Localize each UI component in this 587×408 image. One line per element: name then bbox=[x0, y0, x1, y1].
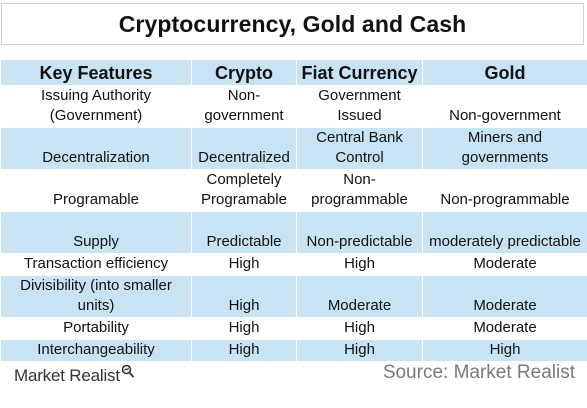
table-cell: High bbox=[296, 317, 423, 340]
table-cell: Moderate bbox=[296, 275, 423, 318]
table-cell: High bbox=[296, 339, 423, 362]
table-cell: Programable bbox=[0, 169, 192, 212]
table-cell: Completely Programable bbox=[191, 169, 297, 212]
table-cell: Interchangeability bbox=[0, 339, 192, 362]
table-row: Programable Completely Programable Non-p… bbox=[0, 169, 587, 212]
table-row: Supply Predictable Non-predictable moder… bbox=[0, 211, 587, 254]
table-row: Issuing Authority (Government) Non-gover… bbox=[0, 85, 587, 128]
table-cell: Non-programmable bbox=[422, 169, 587, 212]
source-label: Source: Market Realist bbox=[382, 362, 575, 383]
magnifier-icon bbox=[121, 363, 134, 383]
table-cell: Transaction efficiency bbox=[0, 253, 192, 276]
table-row: Divisibility (into smaller units) High M… bbox=[0, 275, 587, 318]
table-cell: High bbox=[191, 339, 297, 362]
column-header-gold: Gold bbox=[422, 59, 587, 86]
table-cell: Central Bank Control bbox=[296, 127, 423, 170]
market-realist-logo: Market Realist bbox=[14, 363, 134, 386]
table-cell: Non-programmable bbox=[296, 169, 423, 212]
table-row: Decentralization Decentralized Central B… bbox=[0, 127, 587, 170]
table-cell: Decentralization bbox=[0, 127, 192, 170]
table-cell: Moderate bbox=[422, 275, 587, 318]
table-cell: High bbox=[191, 317, 297, 340]
table-cell: moderately predictable bbox=[422, 211, 587, 254]
page-title: Cryptocurrency, Gold and Cash bbox=[1, 3, 584, 45]
column-header-crypto: Crypto bbox=[191, 59, 297, 86]
table-cell: Miners and governments bbox=[422, 127, 587, 170]
table-row: Interchangeability High High High bbox=[0, 339, 587, 362]
table-cell: Moderate bbox=[422, 317, 587, 340]
table-cell: Non-government bbox=[191, 85, 297, 128]
table-cell: High bbox=[296, 253, 423, 276]
table-cell: High bbox=[191, 275, 297, 318]
comparison-table: Key Features Crypto Fiat Currency Gold I… bbox=[0, 59, 587, 362]
table-cell: Government Issued bbox=[296, 85, 423, 128]
table-cell: Predictable bbox=[191, 211, 297, 254]
column-header-fiat-currency: Fiat Currency bbox=[296, 59, 423, 86]
table-row: Transaction efficiency High High Moderat… bbox=[0, 253, 587, 276]
table-header-row: Key Features Crypto Fiat Currency Gold bbox=[0, 59, 587, 86]
table-cell: Supply bbox=[0, 211, 192, 254]
table-cell: Divisibility (into smaller units) bbox=[0, 275, 192, 318]
logo-text: Market Realist bbox=[14, 366, 120, 385]
table-cell: Issuing Authority (Government) bbox=[0, 85, 192, 128]
table-cell: Decentralized bbox=[191, 127, 297, 170]
table-cell: Portability bbox=[0, 317, 192, 340]
table-cell: Moderate bbox=[422, 253, 587, 276]
table-cell: High bbox=[191, 253, 297, 276]
table-cell: High bbox=[422, 339, 587, 362]
table-row: Portability High High Moderate bbox=[0, 317, 587, 340]
table-cell: Non-government bbox=[422, 85, 587, 128]
table-cell: Non-predictable bbox=[296, 211, 423, 254]
column-header-key-features: Key Features bbox=[0, 59, 192, 86]
